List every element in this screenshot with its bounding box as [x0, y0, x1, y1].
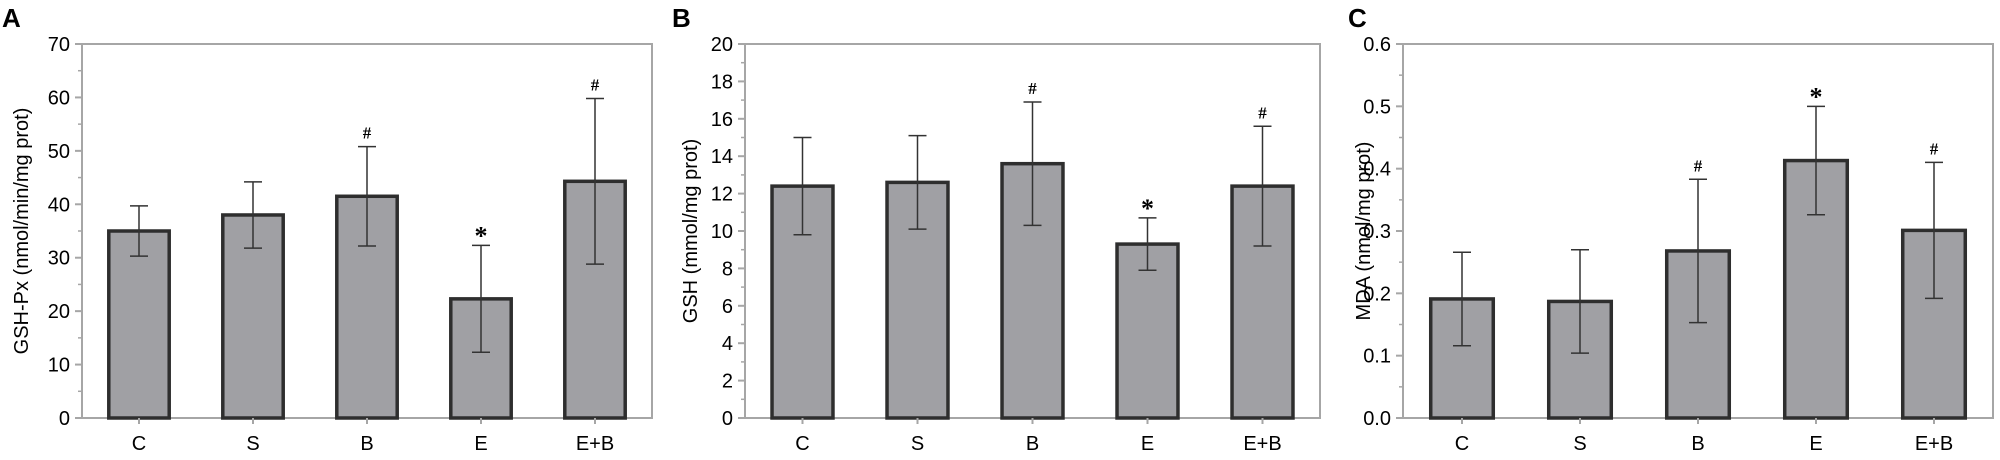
- significance-mark: #: [1028, 79, 1037, 98]
- x-tick-label: S: [1573, 433, 1586, 455]
- significance-mark: #: [363, 124, 372, 143]
- y-tick-label: 10: [48, 355, 70, 377]
- y-tick-label: 14: [711, 146, 733, 168]
- panel-b: B 0 2 4 6 8 10 12 14 16 18 20 GSH (mmol/mg prot) C S #…: [672, 3, 1321, 455]
- bar: [107, 229, 171, 420]
- panel-b-letter: B: [672, 3, 691, 33]
- x-tick-label: B: [1691, 433, 1704, 455]
- y-tick-label: 0.0: [1363, 408, 1391, 430]
- y-axis-title: GSH-Px (nmol/min/mg prot): [11, 108, 33, 355]
- y-tick-label: 70: [48, 34, 70, 56]
- plot-c: 0.0 0.1 0.2 0.3 0.4 0.5 0.6 MDA (nmol/mg prot) C…: [1353, 34, 1994, 455]
- x-tick-label: B: [1026, 433, 1039, 455]
- y-tick-label: 18: [711, 71, 733, 93]
- x-tick-label: C: [795, 433, 809, 455]
- panel-c-letter: C: [1348, 3, 1367, 33]
- significance-mark: *: [1141, 194, 1154, 223]
- x-tick-label: B: [360, 433, 373, 455]
- significance-mark: #: [591, 75, 600, 94]
- y-tick-label: 0.5: [1363, 96, 1391, 118]
- y-tick-label: 16: [711, 109, 733, 131]
- y-tick-label: 10: [711, 221, 733, 243]
- y-tick-label: 0.4: [1363, 159, 1391, 181]
- y-tick-label: 2: [722, 371, 733, 393]
- x-tick-label: S: [246, 433, 259, 455]
- panel-a-letter: A: [2, 3, 21, 33]
- y-tick-label: 0.1: [1363, 346, 1391, 368]
- y-tick-label: 0: [722, 408, 733, 430]
- y-tick-label: 20: [48, 301, 70, 323]
- y-tick-label: 0.3: [1363, 221, 1391, 243]
- x-tick-label: S: [911, 433, 924, 455]
- y-tick-label: 50: [48, 141, 70, 163]
- significance-mark: #: [1258, 103, 1267, 122]
- bar: [885, 180, 950, 420]
- x-tick-label: E+B: [576, 433, 614, 455]
- plot-b: 0 2 4 6 8 10 12 14 16 18 20 GSH (mmol/mg prot) C S # B *…: [680, 34, 1321, 455]
- significance-mark: *: [1810, 82, 1823, 111]
- x-tick-label: C: [132, 433, 146, 455]
- panel-c: C 0.0 0.1 0.2 0.3 0.4 0.5 0.6 MDA (nmol/mg prot…: [1348, 3, 1994, 455]
- panel-a: A 0 10 20 30 40 50 60 70 GSH-Px (nmol/min/mg pro…: [2, 3, 653, 455]
- y-tick-label: 20: [711, 34, 733, 56]
- y-tick-label: 0: [59, 408, 70, 430]
- plot-a: 0 10 20 30 40 50 60 70 GSH-Px (nmol/min/mg prot)…: [11, 34, 653, 455]
- y-tick-label: 0.6: [1363, 34, 1391, 56]
- y-tick-label: 12: [711, 184, 733, 206]
- x-tick-label: C: [1455, 433, 1469, 455]
- y-tick-label: 8: [722, 258, 733, 280]
- significance-mark: #: [1694, 156, 1703, 175]
- x-tick-label: E+B: [1243, 433, 1281, 455]
- x-tick-label: E: [1809, 433, 1822, 455]
- y-tick-label: 60: [48, 87, 70, 109]
- x-tick-label: E: [474, 433, 487, 455]
- y-tick-label: 30: [48, 248, 70, 270]
- x-tick-label: E: [1141, 433, 1154, 455]
- bar: [1115, 242, 1180, 420]
- bar: [1000, 161, 1065, 420]
- significance-mark: #: [1930, 139, 1939, 158]
- y-tick-label: 4: [722, 333, 733, 355]
- y-tick-label: 0.2: [1363, 283, 1391, 305]
- x-tick-label: E+B: [1915, 433, 1953, 455]
- y-tick-label: 6: [722, 296, 733, 318]
- y-axis-title: GSH (mmol/mg prot): [680, 139, 702, 323]
- y-tick-label: 40: [48, 194, 70, 216]
- y-axis-title: MDA (nmol/mg prot): [1353, 142, 1375, 321]
- significance-mark: *: [475, 221, 488, 250]
